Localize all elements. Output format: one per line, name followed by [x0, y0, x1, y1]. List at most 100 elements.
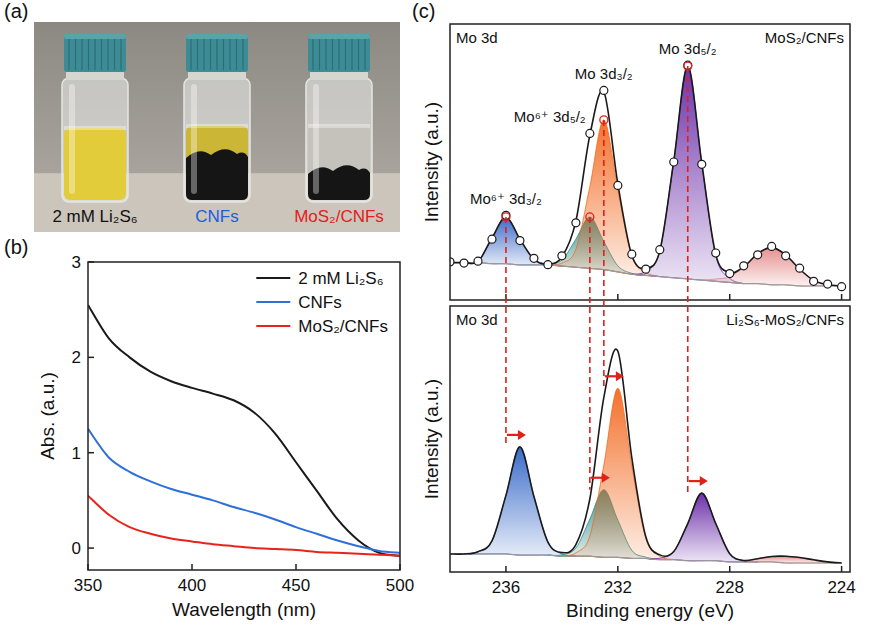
cap-ridge	[312, 38, 313, 70]
x-tick	[191, 564, 193, 570]
data-line	[88, 496, 400, 556]
cap-ridge	[75, 38, 76, 70]
data-point	[642, 265, 650, 273]
data-point	[838, 283, 846, 291]
vial-highlight	[69, 84, 75, 194]
background-line	[450, 262, 842, 286]
data-point	[726, 270, 734, 278]
plot-area	[450, 349, 842, 563]
x-tick-label: 236	[492, 578, 520, 597]
x-tick	[729, 294, 731, 300]
frame	[450, 306, 850, 572]
x-tick	[87, 564, 89, 570]
cap-ridge	[223, 38, 224, 70]
x-tick-label: 450	[282, 576, 310, 595]
cap-ridge	[242, 38, 243, 70]
legend-swatch	[256, 325, 290, 327]
y-tick	[88, 452, 94, 454]
vial-highlight	[313, 84, 319, 194]
figure: (a)2 mM Li₂S₆CNFsMoS₂/CNFs(b)35040045050…	[0, 0, 869, 635]
vial	[184, 34, 250, 202]
y-tick	[88, 261, 94, 263]
y-tick	[88, 357, 94, 359]
peak-area	[702, 247, 842, 286]
data-point	[460, 259, 468, 267]
legend-swatch	[256, 301, 290, 303]
peak-area	[646, 493, 758, 562]
data-line	[88, 429, 400, 553]
data-point	[782, 252, 790, 260]
data-point	[544, 261, 552, 269]
data-point	[600, 86, 608, 94]
x-tick	[505, 566, 507, 572]
panel-label: (a)	[4, 0, 28, 22]
data-point	[656, 246, 664, 254]
panel-subtitle: Li₂S₆-MoS₂/CNFs	[726, 311, 844, 328]
cap-ridge	[94, 38, 95, 70]
data-point	[558, 252, 566, 260]
legend-swatch	[256, 277, 290, 279]
data-point	[614, 181, 622, 189]
cap-ridge	[358, 38, 359, 70]
cap-ridge	[107, 38, 108, 70]
frame	[450, 24, 850, 300]
photo	[34, 22, 400, 232]
cap-ridge	[236, 38, 237, 70]
frame	[88, 262, 400, 570]
vial	[306, 34, 372, 202]
x-tick	[295, 564, 297, 570]
x-axis-title: Wavelength (nm)	[172, 599, 316, 620]
shift-guide	[687, 66, 689, 493]
x-tick	[729, 566, 731, 572]
data-point	[824, 280, 832, 288]
peak-marker	[502, 213, 510, 221]
vial-glass	[306, 78, 372, 202]
data-point	[572, 219, 580, 227]
data-point	[768, 242, 776, 250]
cap-ridge	[101, 38, 102, 70]
x-tick-label: 500	[386, 576, 414, 595]
x-tick-label: 350	[74, 576, 102, 595]
data-point	[474, 257, 482, 265]
cap-ridge	[120, 38, 121, 70]
vial-glass	[184, 78, 250, 202]
cap-top	[308, 34, 370, 39]
data-point	[628, 250, 636, 258]
shift-guide	[505, 217, 507, 447]
data-point	[530, 254, 538, 262]
y-tick-label: 1	[72, 444, 81, 463]
data-point	[810, 277, 818, 285]
fit-line	[450, 66, 842, 286]
panel-subtitle: MoS₂/CNFs	[765, 29, 844, 46]
vial-label: 2 mM Li₂S₆	[52, 207, 137, 226]
shift-guides	[502, 62, 708, 493]
x-tick-label: 224	[827, 578, 855, 597]
plot-area	[450, 61, 846, 291]
cap-ridge	[88, 38, 89, 70]
peak-label: Mo⁶⁺ 3d₅/₂	[514, 108, 586, 125]
vial-highlight	[191, 84, 197, 194]
legend: 2 mM Li₂S₆CNFsMoS₂/CNFs	[256, 269, 388, 336]
shift-arrow-head	[700, 476, 708, 486]
y-tick-label: 2	[72, 348, 81, 367]
y-tick-label: 0	[72, 539, 81, 558]
shift-guide	[603, 120, 605, 388]
vial-label: MoS₂/CNFs	[294, 207, 384, 226]
x-tick-label: 232	[604, 578, 632, 597]
cap-ridge	[325, 38, 326, 70]
data-point	[516, 237, 524, 245]
x-tick-label: 400	[178, 576, 206, 595]
peak-area	[464, 447, 576, 556]
peak-marker	[586, 213, 594, 221]
x-tick	[399, 564, 401, 570]
data-point	[586, 129, 594, 137]
y-axis-title: Intensity (a.u.)	[421, 102, 442, 222]
data-point	[740, 262, 748, 270]
shift-arrow-head	[518, 430, 526, 440]
cap-ridge	[332, 38, 333, 70]
legend-label: CNFs	[298, 293, 341, 312]
y-tick	[88, 547, 94, 549]
peak-label: Mo 3d₅/₂	[659, 40, 717, 57]
cap-ridge	[229, 38, 230, 70]
cap-ridge	[210, 38, 211, 70]
